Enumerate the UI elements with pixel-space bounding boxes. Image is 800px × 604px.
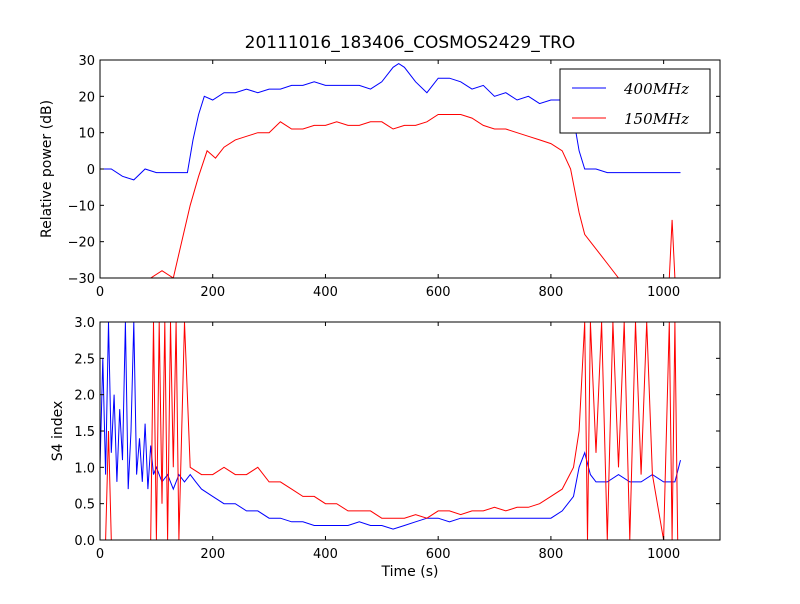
s4-xtick-label: 0 bbox=[96, 547, 104, 562]
s4-ticks: 0 200 400 600 800 1000 0.0 0.5 1.0 1.5 2.0 2.5 3.0 bbox=[74, 316, 720, 562]
legend-box bbox=[559, 68, 711, 134]
power-xtick-label: 0 bbox=[96, 285, 104, 300]
s4-xlabel: Time (s) bbox=[381, 564, 439, 580]
s4-ylabel: S4 index bbox=[50, 401, 66, 462]
s4-ytick-label: 1.5 bbox=[74, 425, 95, 440]
s4-xtick-label: 400 bbox=[313, 547, 338, 562]
power-ytick-label: −10 bbox=[68, 199, 95, 214]
s4-xtick-label: 1000 bbox=[647, 547, 680, 562]
s4-series-400mhz bbox=[100, 322, 681, 530]
power-xtick-label: 600 bbox=[426, 285, 451, 300]
power-axes: Relative power (dB) 0 200 400 600 800 1000−30… bbox=[39, 54, 721, 300]
s4-xtick-label: 600 bbox=[426, 547, 451, 562]
figure-title: 20111016_183406_COSMOS2429_TRO bbox=[245, 33, 576, 53]
s4-series-group bbox=[100, 322, 681, 540]
power-ytick-label: −30 bbox=[68, 272, 95, 287]
s4-xtick-label: 800 bbox=[538, 547, 563, 562]
s4-ytick-label: 2.5 bbox=[74, 352, 95, 367]
power-ticks: 0 200 400 600 800 1000 −30 −20 −10 0 10 20 30 bbox=[68, 54, 720, 300]
power-xtick-label: 800 bbox=[538, 285, 563, 300]
legend-label-400mhz: 400MHz bbox=[623, 80, 689, 98]
s4-ytick-label: 3.0 bbox=[74, 316, 95, 331]
power-ytick-label: 20 bbox=[78, 90, 95, 105]
power-xtick-label: 400 bbox=[313, 285, 338, 300]
power-ytick-label: −20 bbox=[68, 236, 95, 251]
s4-xtick-label: 200 bbox=[200, 547, 225, 562]
legend: 400MHz 150MHz bbox=[559, 68, 711, 134]
power-ytick-label: 0 bbox=[87, 163, 95, 178]
s4-ytick-label: 2.0 bbox=[74, 389, 95, 404]
power-xtick-label: 1000 bbox=[647, 285, 680, 300]
s4-series-150mhz bbox=[100, 322, 679, 540]
s4-ytick-label: 0.5 bbox=[74, 498, 95, 513]
power-ytick-label: 30 bbox=[78, 54, 95, 69]
legend-label-150mhz: 150MHz bbox=[624, 110, 689, 128]
power-ytick-label: 10 bbox=[78, 127, 95, 142]
power-xtick-label: 200 bbox=[200, 285, 225, 300]
s4-ytick-label: 0.0 bbox=[74, 534, 95, 549]
s4-axes: S4 index Time (s) 0 200 400 600 800 1000 0.0 0.… bbox=[50, 316, 721, 580]
s4-ytick-label: 1.0 bbox=[74, 461, 95, 476]
s4-plot-area bbox=[100, 322, 681, 540]
power-ylabel: Relative power (dB) bbox=[39, 100, 55, 238]
power-series-150mhz bbox=[100, 114, 676, 278]
